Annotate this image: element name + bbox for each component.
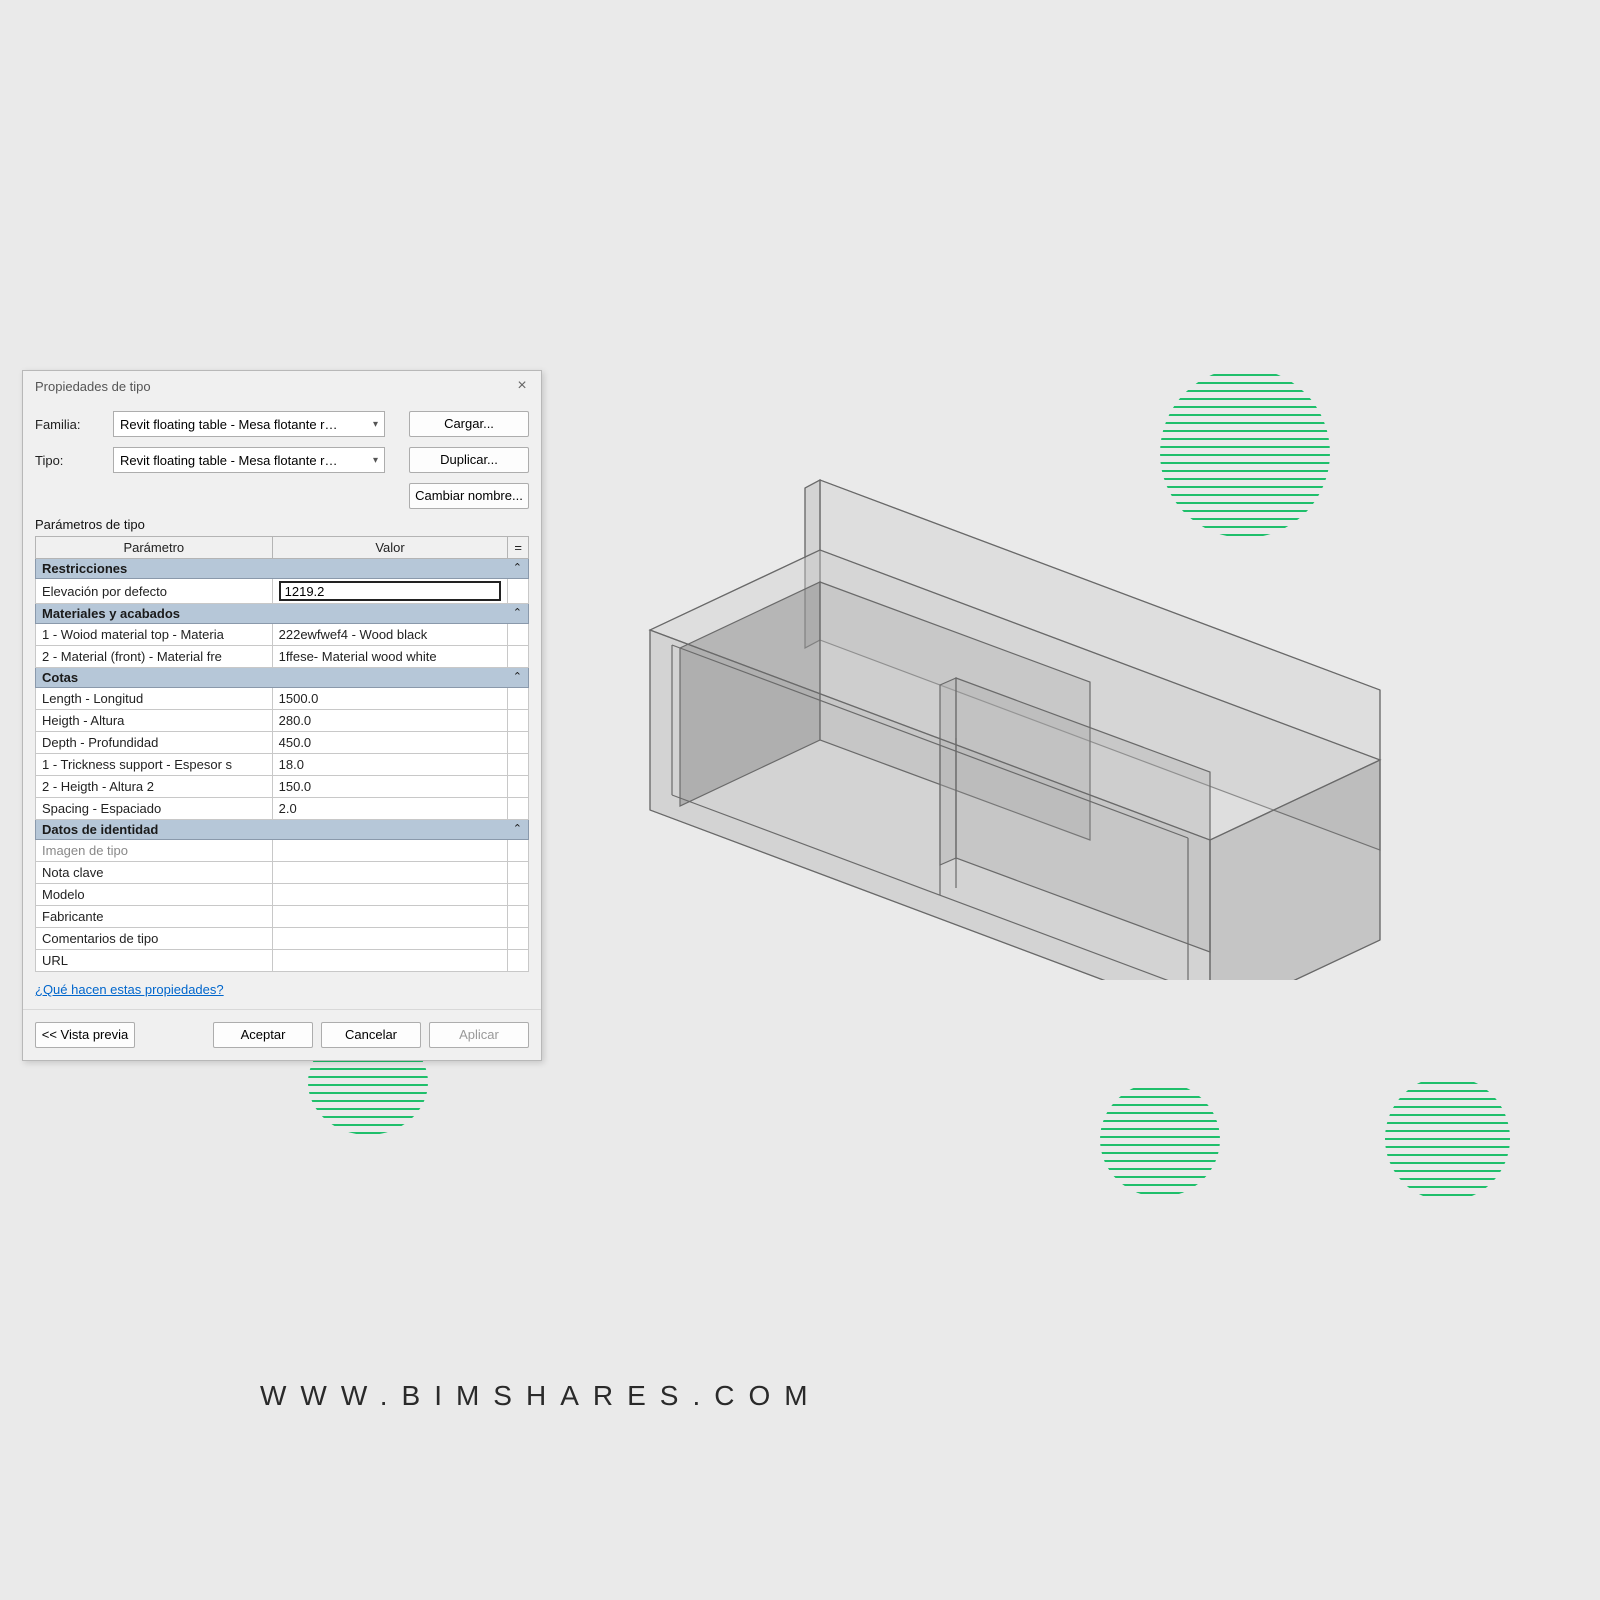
section-identidad[interactable]: Datos de identidad⌃	[36, 820, 529, 840]
tipo-value: Revit floating table - Mesa flotante rev…	[120, 453, 340, 468]
duplicate-button[interactable]: Duplicar...	[409, 447, 529, 473]
param-value[interactable]: 1500.0	[272, 688, 508, 710]
titlebar: Propiedades de tipo ×	[23, 371, 541, 401]
col-param[interactable]: Parámetro	[36, 537, 273, 559]
param-value[interactable]	[272, 884, 508, 906]
close-icon[interactable]: ×	[513, 377, 531, 395]
col-equals[interactable]: =	[508, 537, 529, 559]
decoration-hatch-green-3	[1100, 1082, 1220, 1197]
tipo-select[interactable]: Revit floating table - Mesa flotante rev…	[113, 447, 385, 473]
param-name: 1 - Woiod material top - Materia	[36, 624, 273, 646]
footer-url: WWW.BIMSHARES.COM	[260, 1380, 822, 1412]
chevron-down-icon: ▾	[373, 455, 378, 466]
param-value[interactable]: 18.0	[272, 754, 508, 776]
familia-label: Familia:	[35, 417, 113, 432]
section-cotas[interactable]: Cotas⌃	[36, 668, 529, 688]
param-name: Fabricante	[36, 906, 273, 928]
params-table: Parámetro Valor = Restricciones⌃ Elevaci…	[35, 536, 529, 972]
params-label: Parámetros de tipo	[35, 517, 529, 532]
param-value[interactable]: 450.0	[272, 732, 508, 754]
section-restricciones[interactable]: Restricciones⌃	[36, 559, 529, 579]
param-name: Heigth - Altura	[36, 710, 273, 732]
param-name: Nota clave	[36, 862, 273, 884]
param-name: Spacing - Espaciado	[36, 798, 273, 820]
col-value[interactable]: Valor	[272, 537, 508, 559]
dialog-title: Propiedades de tipo	[35, 379, 151, 394]
param-name: Elevación por defecto	[36, 579, 273, 604]
rename-button[interactable]: Cambiar nombre...	[409, 483, 529, 509]
param-name: 2 - Heigth - Altura 2	[36, 776, 273, 798]
model-3d-preview	[620, 420, 1400, 980]
decoration-hatch-green-4	[1385, 1076, 1510, 1201]
param-name: Modelo	[36, 884, 273, 906]
load-button[interactable]: Cargar...	[409, 411, 529, 437]
param-value[interactable]	[272, 906, 508, 928]
preview-button[interactable]: << Vista previa	[35, 1022, 135, 1048]
param-name: URL	[36, 950, 273, 972]
param-value[interactable]: 150.0	[272, 776, 508, 798]
param-name: Depth - Profundidad	[36, 732, 273, 754]
chevron-down-icon: ▾	[373, 419, 378, 430]
familia-select[interactable]: Revit floating table - Mesa flotante rev…	[113, 411, 385, 437]
section-materiales[interactable]: Materiales y acabados⌃	[36, 604, 529, 624]
param-value[interactable]	[272, 928, 508, 950]
param-name: 1 - Trickness support - Espesor s	[36, 754, 273, 776]
param-value[interactable]	[272, 950, 508, 972]
ok-button[interactable]: Aceptar	[213, 1022, 313, 1048]
param-value[interactable]	[272, 840, 508, 862]
param-value[interactable]: 222ewfwef4 - Wood black	[272, 624, 508, 646]
param-value[interactable]: 280.0	[272, 710, 508, 732]
familia-value: Revit floating table - Mesa flotante rev…	[120, 417, 340, 432]
param-name: 2 - Material (front) - Material fre	[36, 646, 273, 668]
type-properties-dialog: Propiedades de tipo × Familia: Revit flo…	[22, 370, 542, 1061]
elevation-input[interactable]	[279, 581, 502, 601]
param-name: Imagen de tipo	[36, 840, 273, 862]
param-value[interactable]	[272, 579, 508, 604]
param-name: Length - Longitud	[36, 688, 273, 710]
param-value[interactable]: 1ffese- Material wood white	[272, 646, 508, 668]
param-name: Comentarios de tipo	[36, 928, 273, 950]
tipo-label: Tipo:	[35, 453, 113, 468]
cancel-button[interactable]: Cancelar	[321, 1022, 421, 1048]
help-link[interactable]: ¿Qué hacen estas propiedades?	[35, 982, 224, 997]
param-value[interactable]	[272, 862, 508, 884]
apply-button[interactable]: Aplicar	[429, 1022, 529, 1048]
param-value[interactable]: 2.0	[272, 798, 508, 820]
